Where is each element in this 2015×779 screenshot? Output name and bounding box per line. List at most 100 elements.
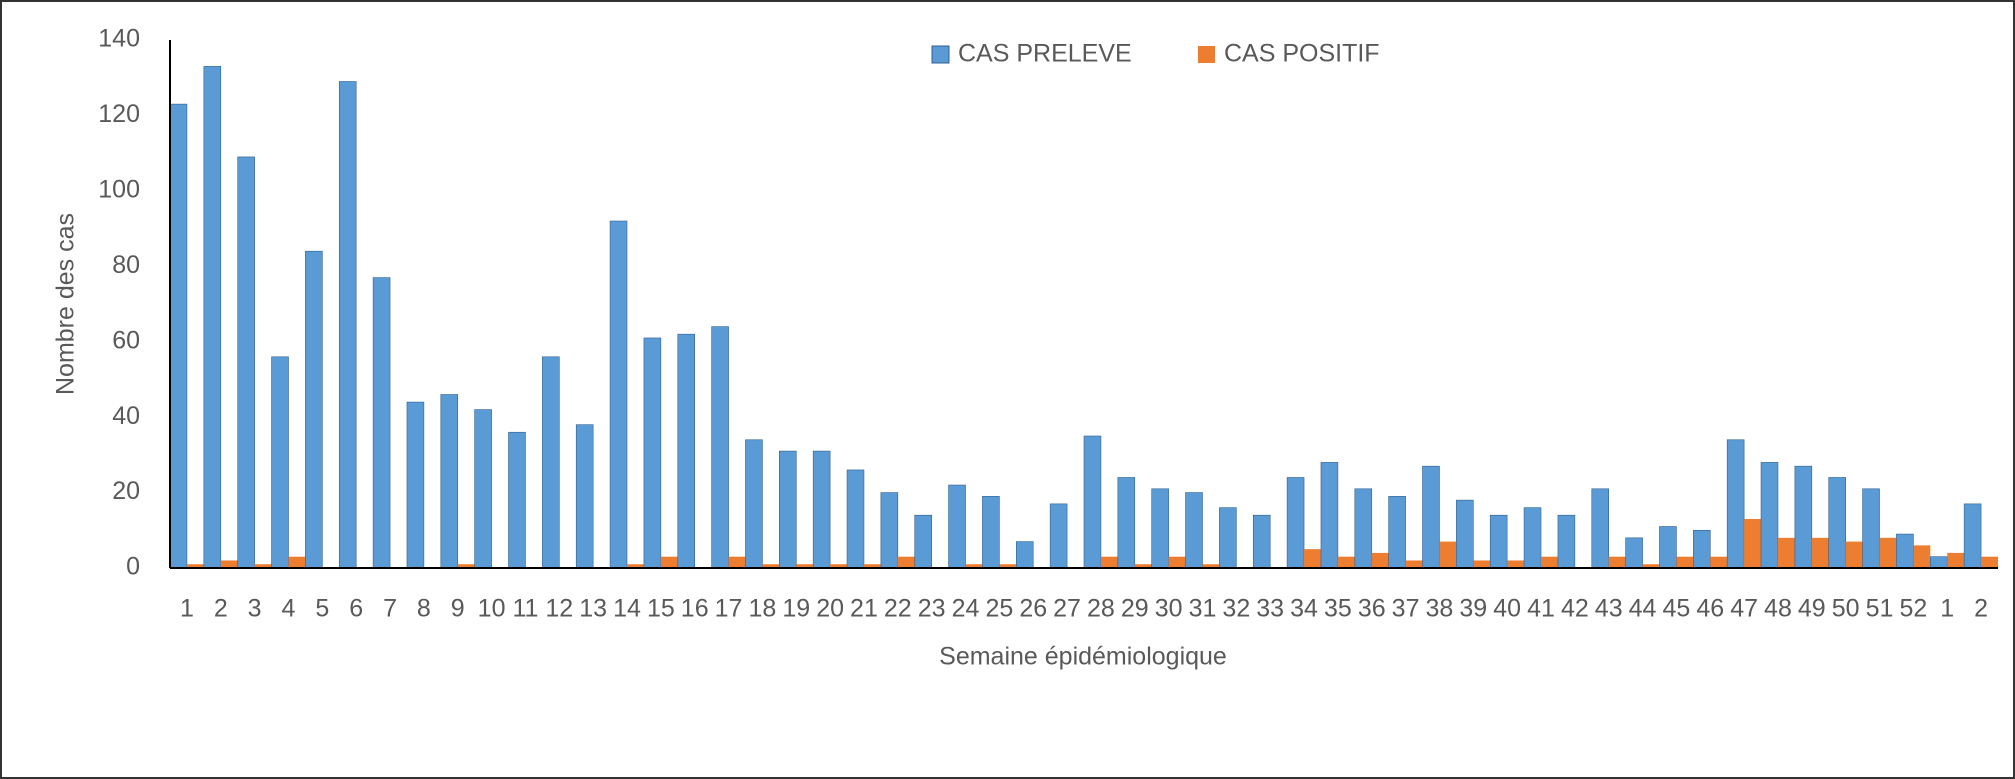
- bar: [863, 564, 881, 568]
- bar: [271, 356, 289, 569]
- bar: [474, 409, 492, 569]
- bar: [796, 564, 814, 568]
- bar: [1117, 477, 1136, 569]
- x-tick-label: 44: [1629, 595, 1657, 623]
- x-tick-label: 1: [1940, 595, 1954, 623]
- x-tick-label: 37: [1392, 595, 1420, 623]
- bar: [779, 450, 797, 569]
- x-tick-label: 45: [1663, 595, 1691, 623]
- x-tick-label: 18: [749, 595, 777, 623]
- y-tick-label: 140: [98, 25, 140, 53]
- bar: [948, 484, 966, 569]
- bar: [1286, 477, 1305, 569]
- y-axis-label: Nombre des cas: [52, 213, 80, 395]
- bar: [1726, 439, 1745, 569]
- bar: [1304, 549, 1321, 568]
- x-tick-label: 3: [248, 595, 262, 623]
- bar: [728, 556, 746, 568]
- x-tick-label: 9: [451, 595, 465, 623]
- bar: [1100, 556, 1118, 568]
- x-tick-label: 43: [1595, 595, 1623, 623]
- bar: [1659, 526, 1677, 569]
- bar: [711, 326, 729, 569]
- bar: [677, 333, 696, 569]
- x-tick-label: 24: [952, 595, 980, 623]
- x-tick-label: 32: [1222, 595, 1250, 623]
- x-tick-label: 15: [647, 595, 675, 623]
- bar: [1879, 537, 1897, 568]
- bar: [1320, 462, 1339, 569]
- bar: [542, 356, 560, 569]
- y-tick-label: 0: [126, 553, 140, 581]
- y-tick-label: 100: [98, 175, 140, 203]
- bar: [1828, 477, 1846, 569]
- x-tick-label: 2: [1974, 595, 1988, 623]
- bar: [812, 450, 831, 569]
- bar: [1557, 514, 1576, 569]
- bar: [508, 431, 526, 569]
- bar: [609, 220, 628, 569]
- bar: [1541, 556, 1558, 568]
- bar: [1862, 488, 1880, 569]
- x-tick-label: 49: [1798, 595, 1826, 623]
- bar: [1896, 533, 1914, 569]
- x-tick-label: 8: [417, 595, 431, 623]
- bar: [846, 469, 865, 569]
- bar: [914, 514, 932, 569]
- x-tick-label: 17: [715, 595, 743, 623]
- x-tick-label: 34: [1290, 595, 1318, 623]
- bar: [1422, 465, 1440, 569]
- bar: [1151, 488, 1169, 569]
- x-tick-label: 29: [1121, 595, 1149, 623]
- bar: [897, 556, 915, 568]
- x-tick-label: 50: [1832, 595, 1860, 623]
- x-tick-label: 47: [1730, 595, 1758, 623]
- bar: [1083, 435, 1102, 569]
- bar: [1642, 564, 1660, 568]
- bar: [1845, 541, 1863, 568]
- bar: [1625, 537, 1643, 569]
- bar: [1811, 537, 1829, 568]
- bar: [1913, 545, 1931, 568]
- bar: [220, 560, 238, 568]
- bar: [440, 394, 459, 569]
- bar: [1252, 514, 1271, 569]
- bar: [457, 564, 475, 568]
- bar: [1371, 552, 1389, 568]
- x-tick-label: 52: [1899, 595, 1927, 623]
- bar: [1523, 507, 1542, 569]
- bar: [1168, 556, 1186, 568]
- x-tick-label: 26: [1019, 595, 1047, 623]
- bar: [1676, 556, 1694, 568]
- bar: [338, 81, 357, 569]
- bar: [186, 564, 204, 568]
- bar: [169, 103, 188, 569]
- bar: [965, 564, 983, 568]
- x-tick-label: 25: [985, 595, 1013, 623]
- x-tick-label: 1: [180, 595, 194, 623]
- x-tick-label: 10: [478, 595, 506, 623]
- bar: [1473, 560, 1491, 568]
- bar: [1049, 503, 1068, 569]
- bar: [237, 156, 255, 569]
- bar: [627, 564, 644, 568]
- x-tick-label: 21: [850, 595, 878, 623]
- bar: [1337, 556, 1355, 568]
- x-tick-label: 48: [1764, 595, 1792, 623]
- bar: [1439, 541, 1457, 568]
- x-tick-label: 33: [1256, 595, 1284, 623]
- x-tick-label: 16: [681, 595, 709, 623]
- bar: [643, 337, 662, 569]
- bar: [982, 496, 1000, 569]
- x-axis-label: Semaine épidémiologique: [939, 643, 1227, 671]
- x-tick-label: 2: [214, 595, 228, 623]
- bar: [1591, 488, 1610, 569]
- y-tick-label: 40: [112, 402, 140, 430]
- legend-label: CAS PRELEVE: [958, 40, 1132, 68]
- y-tick-label: 20: [112, 477, 140, 505]
- x-tick-label: 14: [613, 595, 641, 623]
- bar: [1760, 462, 1779, 569]
- x-tick-label: 30: [1155, 595, 1183, 623]
- x-tick-label: 12: [545, 595, 573, 623]
